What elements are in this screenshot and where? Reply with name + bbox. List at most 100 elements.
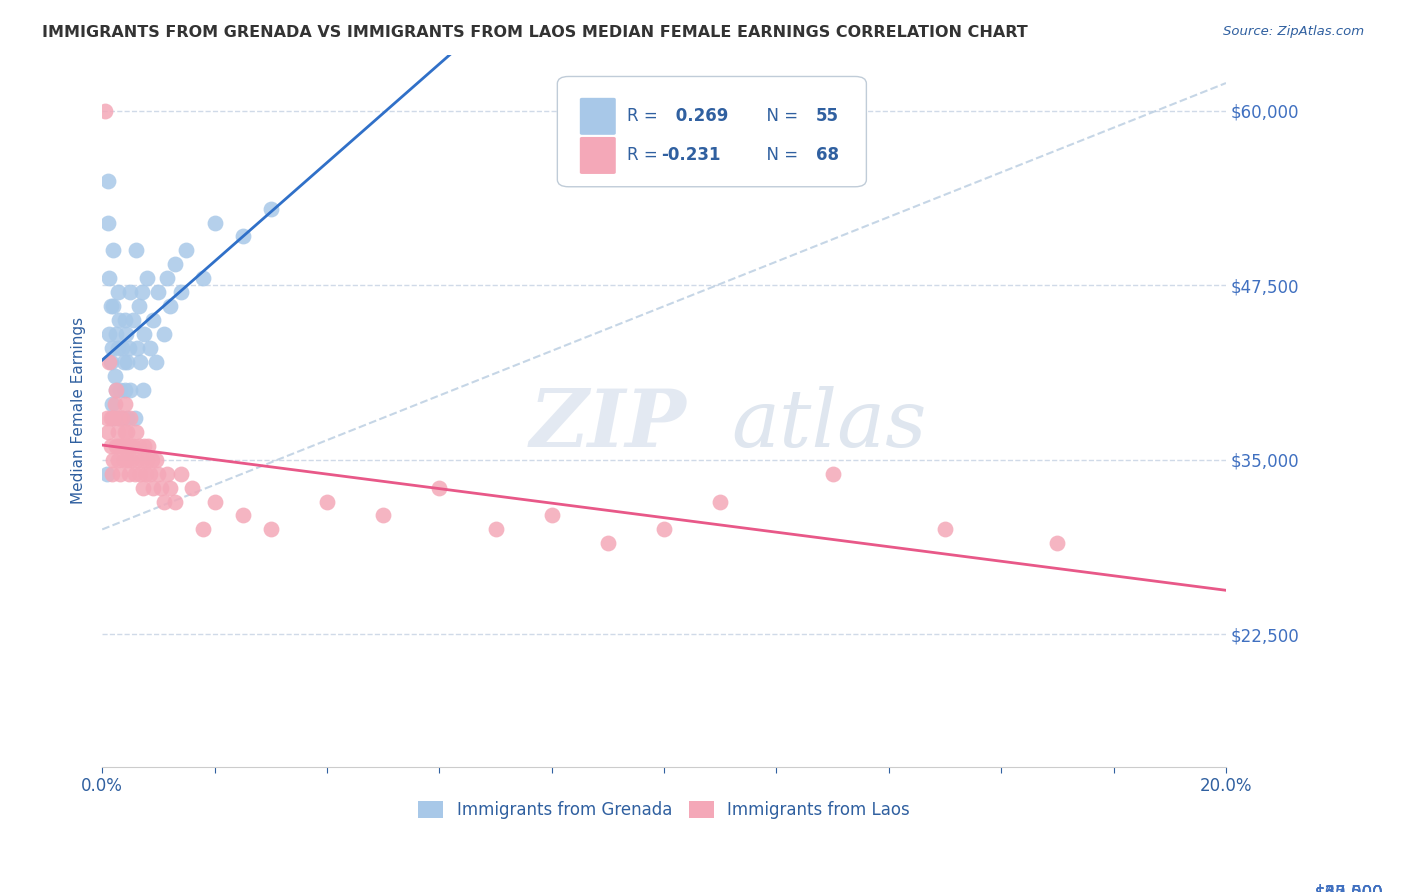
Point — [135, 467, 157, 481]
Point — [103, 244, 125, 258]
Point — [108, 410, 131, 425]
Point — [131, 383, 153, 397]
Point — [114, 383, 136, 397]
Point — [107, 341, 129, 355]
Point — [131, 452, 153, 467]
Point — [232, 229, 254, 244]
Point — [142, 481, 165, 495]
Point — [181, 481, 204, 495]
Point — [100, 410, 122, 425]
Point — [120, 452, 142, 467]
Point — [105, 383, 128, 397]
Point — [103, 397, 125, 411]
Text: ZIP: ZIP — [529, 386, 686, 464]
Point — [125, 452, 148, 467]
Point — [103, 410, 125, 425]
Point — [139, 467, 162, 481]
Text: IMMIGRANTS FROM GRENADA VS IMMIGRANTS FROM LAOS MEDIAN FEMALE EARNINGS CORRELATI: IMMIGRANTS FROM GRENADA VS IMMIGRANTS FR… — [42, 25, 1028, 40]
Point — [165, 257, 187, 271]
Point — [101, 341, 124, 355]
Point — [114, 313, 136, 327]
Point — [111, 439, 134, 453]
Text: R =: R = — [627, 107, 664, 125]
Point — [148, 467, 170, 481]
Text: N =: N = — [756, 146, 804, 164]
Point — [156, 271, 179, 285]
Text: R =: R = — [627, 146, 664, 164]
Text: N =: N = — [756, 107, 804, 125]
Point — [145, 452, 167, 467]
Point — [260, 202, 283, 216]
Point — [124, 410, 146, 425]
Point — [156, 467, 179, 481]
Point — [100, 299, 122, 313]
Point — [128, 439, 150, 453]
Point — [134, 439, 156, 453]
Point — [129, 355, 152, 369]
Point — [108, 467, 131, 481]
Point — [260, 523, 283, 537]
Point — [97, 215, 120, 229]
Point — [120, 410, 142, 425]
Point — [112, 452, 135, 467]
Point — [100, 439, 122, 453]
Point — [114, 397, 136, 411]
Point — [97, 174, 120, 188]
Point — [94, 103, 117, 118]
Text: 55: 55 — [815, 107, 839, 125]
Point — [120, 383, 142, 397]
Y-axis label: Median Female Earnings: Median Female Earnings — [72, 318, 86, 504]
Point — [107, 285, 129, 300]
Point — [165, 494, 187, 508]
Point — [141, 452, 163, 467]
Point — [112, 355, 135, 369]
Point — [111, 410, 134, 425]
Point — [97, 425, 120, 439]
Point — [193, 523, 215, 537]
Point — [103, 452, 125, 467]
Point — [193, 271, 215, 285]
Point — [145, 355, 167, 369]
Point — [159, 481, 181, 495]
Point — [136, 439, 159, 453]
Text: 0.269: 0.269 — [669, 107, 728, 125]
Point — [170, 467, 193, 481]
Point — [136, 271, 159, 285]
Point — [484, 523, 506, 537]
FancyBboxPatch shape — [579, 137, 616, 174]
Point — [101, 397, 124, 411]
Point — [97, 327, 120, 342]
Point — [120, 285, 142, 300]
Point — [316, 494, 339, 508]
Point — [204, 215, 226, 229]
Point — [153, 494, 176, 508]
Point — [159, 299, 181, 313]
Point — [709, 494, 731, 508]
Point — [170, 285, 193, 300]
Point — [118, 341, 141, 355]
Text: $47,500: $47,500 — [1315, 883, 1384, 892]
Point — [108, 313, 131, 327]
Point — [114, 439, 136, 453]
Point — [125, 341, 148, 355]
Text: $35,000: $35,000 — [1315, 883, 1384, 892]
Text: atlas: atlas — [731, 386, 927, 464]
Point — [117, 452, 139, 467]
Point — [103, 369, 125, 384]
Point — [96, 410, 118, 425]
Point — [131, 285, 153, 300]
Point — [153, 327, 176, 342]
Text: $22,500: $22,500 — [1315, 883, 1384, 892]
Text: -0.231: -0.231 — [661, 146, 720, 164]
Point — [131, 481, 153, 495]
Point — [136, 452, 159, 467]
Point — [142, 313, 165, 327]
Point — [204, 494, 226, 508]
Point — [96, 467, 118, 481]
Point — [111, 341, 134, 355]
Point — [596, 536, 619, 550]
Point — [125, 425, 148, 439]
Point — [97, 271, 120, 285]
Point — [232, 508, 254, 523]
Point — [107, 425, 129, 439]
